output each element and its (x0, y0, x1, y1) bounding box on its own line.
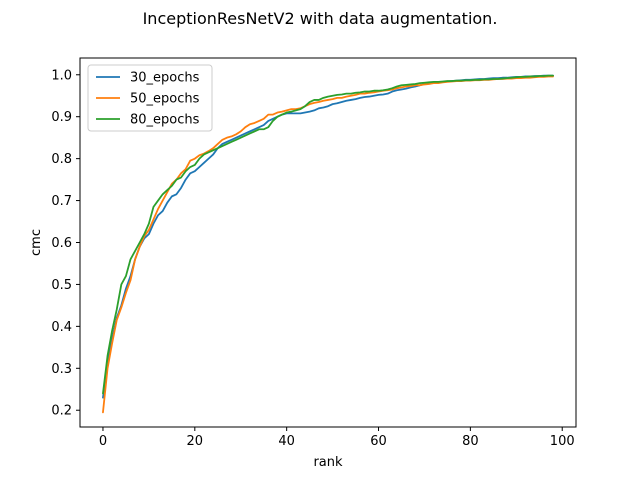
x-tick-label: 60 (370, 434, 387, 449)
x-tick-label: 0 (99, 434, 107, 449)
chart-title: InceptionResNetV2 with data augmentation… (143, 9, 498, 28)
x-tick-label: 40 (278, 434, 295, 449)
y-axis-ticks: 0.2 0.3 0.4 0.5 0.6 0.7 0.8 0.9 1.0 (51, 68, 80, 419)
x-tick-label: 80 (462, 434, 479, 449)
legend-label: 80_epochs (130, 113, 200, 128)
x-axis-ticks: 0 20 40 60 80 100 (99, 427, 575, 449)
y-tick-label: 0.6 (51, 236, 72, 251)
legend-label: 30_epochs (130, 71, 200, 86)
y-tick-label: 0.3 (51, 362, 72, 377)
series-line-80-epochs (102, 74, 554, 395)
y-tick-label: 0.9 (51, 110, 72, 125)
x-axis-label: rank (313, 455, 343, 470)
plot-area (102, 74, 554, 414)
y-tick-label: 0.4 (51, 320, 72, 335)
legend-box (87, 64, 213, 132)
y-tick-label: 0.2 (51, 404, 72, 419)
x-tick-label: 20 (187, 434, 204, 449)
y-tick-label: 0.7 (51, 194, 72, 209)
legend-label: 50_epochs (130, 92, 200, 107)
legend: 30_epochs 50_epochs 80_epochs (87, 64, 213, 132)
y-tick-label: 1.0 (51, 68, 72, 83)
x-tick-label: 100 (550, 434, 575, 449)
y-tick-label: 0.8 (51, 152, 72, 167)
y-axis-label: cmc (29, 229, 44, 256)
y-tick-label: 0.5 (51, 278, 72, 293)
